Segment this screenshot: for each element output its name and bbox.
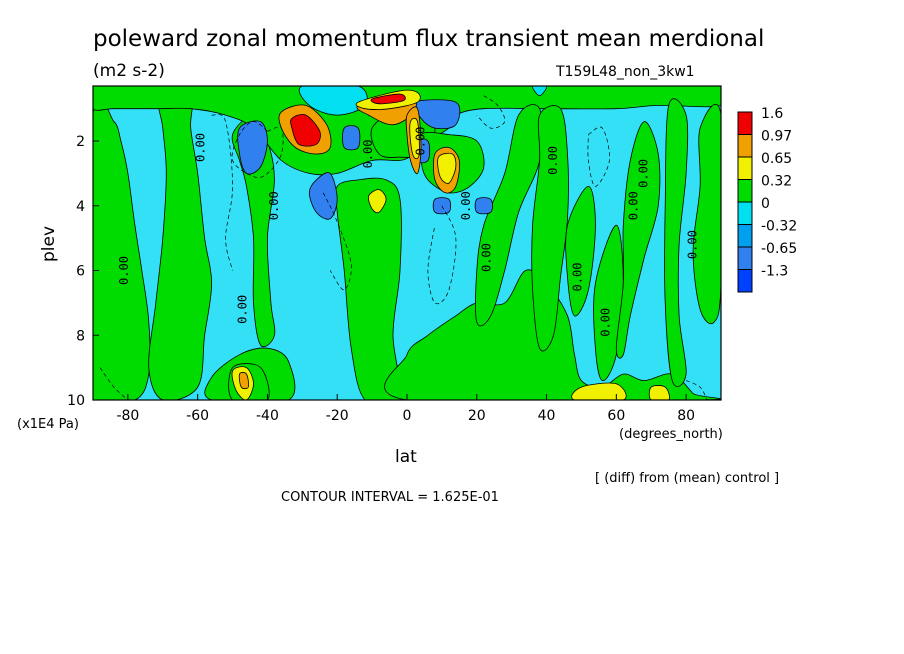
dashed-contour-line	[587, 126, 610, 187]
contour-value-label: 0.00	[413, 127, 427, 156]
contour-region-blue	[474, 197, 493, 215]
x-tick-label: 40	[538, 408, 556, 424]
dashed-contour-line	[231, 121, 284, 178]
x-tick-label: 20	[468, 408, 486, 424]
contour-region-yellow	[437, 152, 457, 184]
legend-swatch	[737, 111, 753, 135]
contour-region-green	[531, 105, 569, 352]
contour-region-orange	[238, 372, 249, 390]
x-tick-label: -60	[186, 408, 209, 424]
dashed-contour-line	[685, 380, 708, 400]
legend-swatch	[737, 246, 753, 270]
contour-interval-note: CONTOUR INTERVAL = 1.625E-01	[281, 490, 499, 505]
units-label: (m2 s-2)	[93, 61, 165, 81]
run-label: T159L48_non_3kw1	[555, 64, 695, 80]
chart-title: poleward zonal momentum flux transient m…	[93, 26, 764, 52]
contour-region-green	[664, 98, 689, 387]
legend-label: 0	[761, 196, 770, 212]
x-axis-ticks: -80 -60 -40 -20 0 20 40 60 80	[116, 394, 695, 424]
contour-region-blue	[432, 197, 452, 215]
contour-value-label: 0.00	[194, 133, 208, 162]
contour-value-label: 0.00	[480, 243, 494, 272]
x-tick-label: 60	[607, 408, 625, 424]
contour-value-label: 0.00	[117, 256, 131, 285]
contour-value-label: 0.00	[637, 159, 651, 188]
dashed-contour-line	[99, 367, 129, 400]
contour-region-blue	[237, 120, 268, 175]
contour-region-green	[93, 95, 151, 400]
contour-region-yellow	[367, 189, 387, 214]
legend-swatch	[737, 224, 753, 248]
diff-note: [ (diff) from (mean) control ]	[595, 471, 779, 486]
contour-region-blue	[342, 125, 361, 151]
legend-swatch	[737, 179, 753, 203]
x-axis-label: lat	[395, 447, 417, 467]
x-tick-label: -20	[326, 408, 349, 424]
y-tick-label: 2	[76, 134, 85, 150]
contour-region-blue	[411, 99, 461, 130]
x-tick-label: 0	[403, 408, 412, 424]
contour-value-label: 0.00	[570, 263, 584, 292]
y-axis-ticks: 2 4 6 8 10	[67, 134, 99, 409]
contour-fills	[93, 86, 721, 400]
color-legend: 1.6 0.97 0.65 0.32 0 -0.32 -0.65 -1.3	[737, 106, 797, 293]
contour-labels: 0.00 0.00 0.00 0.00 0.00 0.00 0.00 0.00 0.00 0.00…	[117, 127, 700, 337]
x-tick-label: 80	[677, 408, 695, 424]
legend-label: -0.65	[761, 241, 797, 257]
contour-value-label: 0.00	[267, 191, 281, 220]
contour-region-red	[370, 93, 406, 105]
contour-value-label: 0.00	[626, 191, 640, 220]
contour-region-green	[148, 91, 213, 400]
plot-area: 0.00 0.00 0.00 0.00 0.00 0.00 0.00 0.00 0.00 0.00…	[93, 86, 721, 400]
contour-region-green	[475, 104, 543, 327]
legend-label: 0.32	[761, 174, 792, 190]
legend-label: 0.65	[761, 151, 792, 167]
contour-value-label: 0.00	[598, 308, 612, 337]
y-axis-label: plev	[39, 226, 59, 262]
legend-label: -1.3	[761, 264, 788, 280]
contour-value-label: 0.00	[236, 295, 250, 324]
legend-swatch	[737, 156, 753, 180]
legend-swatch	[737, 201, 753, 225]
legend-label: 0.97	[761, 129, 792, 145]
legend-label: 1.6	[761, 106, 783, 122]
legend-swatch	[737, 269, 753, 293]
contour-region-green	[692, 103, 721, 325]
dashed-contour-line	[322, 192, 352, 291]
dashed-contours	[99, 95, 708, 400]
contour-value-label: 0.00	[459, 191, 473, 220]
y-tick-label: 4	[76, 199, 85, 215]
legend-label: -0.32	[761, 219, 797, 235]
contour-region-yellow	[409, 117, 420, 160]
y-tick-label: 6	[76, 264, 85, 280]
contour-region-green	[615, 121, 661, 359]
dashed-contour-line	[427, 205, 457, 305]
contour-region-blue	[308, 172, 338, 220]
contour-region-yellow	[571, 382, 627, 400]
contour-value-label: 0.00	[686, 230, 700, 259]
y-tick-label: 10	[67, 393, 85, 409]
contour-value-label: 0.00	[361, 140, 375, 169]
dashed-contour-line	[211, 113, 233, 271]
y-axis-units: (x1E4 Pa)	[17, 417, 79, 432]
dashed-contour-line	[476, 95, 506, 129]
contour-region-green	[593, 224, 624, 382]
contour-value-label: 0.00	[546, 146, 560, 175]
contour-region-cyan	[532, 86, 548, 97]
contour-region-green	[565, 185, 596, 317]
x-tick-label: -40	[256, 408, 279, 424]
legend-swatch	[737, 134, 753, 158]
x-axis-units: (degrees_north)	[619, 427, 723, 442]
y-tick-label: 8	[76, 328, 85, 344]
x-tick-label: -80	[116, 408, 139, 424]
contour-region-yellow	[648, 385, 670, 400]
contour-region-cyan	[298, 86, 368, 116]
contour-region-red	[290, 114, 321, 147]
